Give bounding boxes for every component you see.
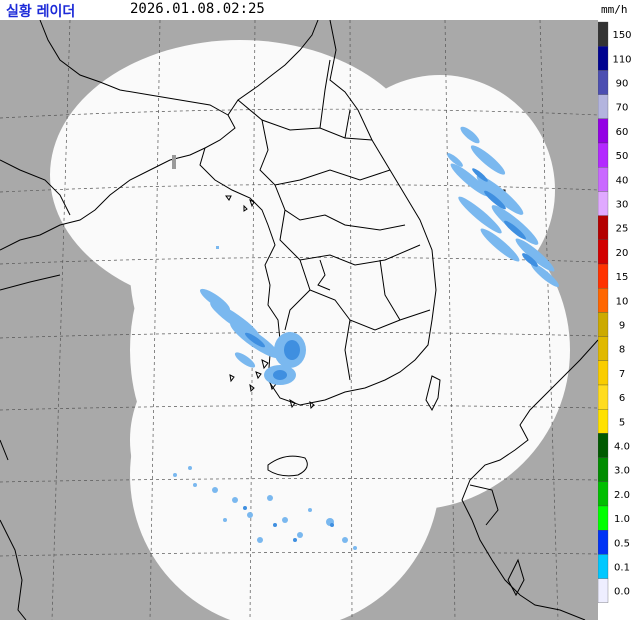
legend-label: 15 <box>616 272 629 283</box>
legend-swatch <box>598 46 609 71</box>
legend-swatch <box>598 21 609 47</box>
legend-swatch <box>598 70 609 95</box>
page-title: 실황 레이더 <box>6 4 76 20</box>
legend-label: 110 <box>612 54 631 65</box>
legend-label: 0.0 <box>614 587 630 598</box>
echo-clutter <box>172 155 176 169</box>
legend-label: 4.0 <box>614 442 630 453</box>
legend-scale: 150 110 90 70 60 50 40 30 25 20 15 10 9 8 7 6 5 4.0 3.0 2.0… <box>598 21 632 603</box>
legend-swatch <box>598 505 609 531</box>
legend-swatch <box>598 288 609 313</box>
legend-label: 6 <box>619 393 625 404</box>
legend-label: 10 <box>616 296 629 307</box>
legend-swatch <box>598 457 609 482</box>
legend-label: 25 <box>616 224 629 235</box>
legend-label: 150 <box>612 30 631 41</box>
legend-label: 9 <box>619 321 625 332</box>
legend-swatch <box>598 263 609 289</box>
echo-east-sea-core <box>472 168 538 267</box>
legend-label: 1.0 <box>614 514 630 525</box>
legend-swatch <box>598 142 609 168</box>
radar-map <box>0 19 599 624</box>
legend-swatch <box>598 481 609 507</box>
legend-swatch <box>598 336 609 361</box>
echo-small <box>216 246 219 249</box>
legend-swatch <box>598 554 609 579</box>
echo-south-sea <box>173 466 357 550</box>
echo-yellow-sea-core <box>245 332 300 380</box>
lat-lon-grid <box>0 19 599 621</box>
legend-swatch <box>598 530 609 555</box>
legend-swatch <box>598 215 609 240</box>
legend-swatch <box>598 312 609 337</box>
radar-echoes <box>172 126 560 550</box>
legend-swatch <box>598 360 609 386</box>
legend-label: 50 <box>616 151 629 162</box>
legend-swatch <box>598 384 609 410</box>
header-bar: 실황 레이더 2026.01.08.02:25 mm/h <box>0 0 635 20</box>
legend-label: 8 <box>619 345 625 356</box>
legend-label: 0.1 <box>614 563 630 574</box>
legend-label: 3.0 <box>614 466 630 477</box>
echo-east-sea <box>447 126 560 287</box>
legend-label: 20 <box>616 248 629 259</box>
legend-unit-label: mm/h <box>601 3 628 16</box>
legend-label: 30 <box>616 200 629 211</box>
precipitation-legend: 150 110 90 70 60 50 40 30 25 20 15 10 9 8 7 6 5 4.0 3.0 2.0… <box>598 20 635 620</box>
legend-swatch <box>598 118 609 144</box>
legend-swatch <box>598 578 609 603</box>
legend-label: 0.5 <box>614 538 630 549</box>
legend-swatch <box>598 239 609 265</box>
legend-label: 40 <box>616 175 629 186</box>
observation-timestamp: 2026.01.08.02:25 <box>130 1 265 17</box>
legend-swatch <box>598 167 609 192</box>
legend-label: 70 <box>616 103 629 114</box>
legend-swatch <box>598 191 609 216</box>
legend-label: 2.0 <box>614 490 630 501</box>
legend-swatch <box>598 433 609 458</box>
legend-swatch <box>598 409 609 434</box>
echo-south-sea-core <box>243 506 334 542</box>
legend-swatch <box>598 94 609 119</box>
legend-label: 7 <box>619 369 625 380</box>
legend-label: 60 <box>616 127 629 138</box>
legend-label: 90 <box>616 79 629 90</box>
radar-coverage-area <box>50 40 570 624</box>
legend-label: 5 <box>619 417 625 428</box>
